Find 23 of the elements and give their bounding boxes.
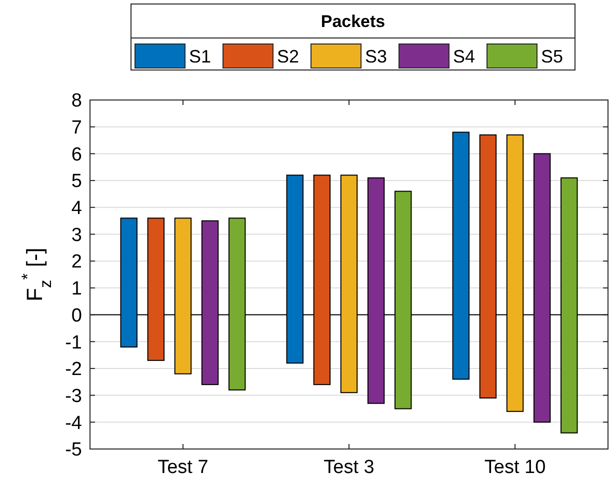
y-tick-label: 1 [71, 278, 82, 300]
y-tick-label: 6 [71, 144, 82, 166]
legend-label: S1 [189, 46, 212, 66]
y-tick-label: 5 [71, 171, 82, 192]
y-tick-label: 7 [71, 117, 82, 138]
legend-label: S3 [365, 46, 388, 66]
y-tick-label: -2 [65, 359, 82, 380]
y-tick-label: 3 [71, 224, 82, 246]
legend-title: Packets [320, 12, 386, 31]
y-tick-label: 2 [71, 252, 82, 273]
legend-label: S4 [453, 46, 476, 66]
legend-label: S2 [277, 46, 300, 66]
y-tick-label: 4 [71, 198, 82, 220]
y-tick-label: -1 [65, 332, 82, 354]
x-tick-label: Test 7 [158, 457, 208, 478]
legend-label: S5 [541, 46, 564, 66]
y-tick-label: -4 [65, 412, 82, 434]
y-tick-label: -3 [65, 386, 82, 407]
y-tick-label: -5 [65, 440, 82, 461]
y-tick-label: 0 [71, 305, 82, 326]
x-tick-label: Test 10 [484, 457, 546, 478]
x-tick-label: Test 3 [324, 457, 374, 478]
y-tick-label: 8 [71, 90, 82, 112]
